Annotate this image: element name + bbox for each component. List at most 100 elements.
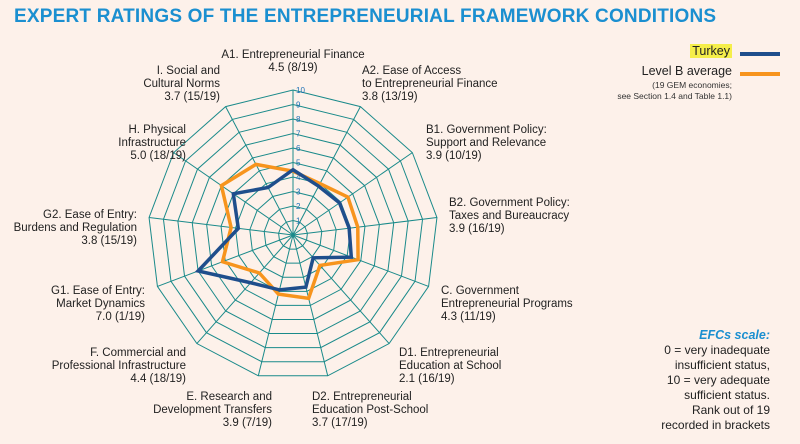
series-line-turkey [194,167,354,292]
axis-label-line: I. Social and [157,65,220,77]
axis-label-line: 4.5 (8/19) [268,62,317,74]
axis-label-line: A1. Entrepreneurial Finance [221,49,364,61]
legend-swatch-level-b [740,72,780,76]
axis-label-line: Burdens and Regulation [14,222,137,234]
axis-label-line: B1. Government Policy: [426,124,547,136]
axis-label-line: B2. Government Policy: [449,197,570,209]
axis-label: H. Physical Infrastructure 5.0 (18/19) [118,124,186,162]
r-tick-label: 9 [296,101,301,110]
axis-label-line: Market Dynamics [56,298,145,310]
grid-ring [263,205,323,264]
axis-label-line: 7.0 (1/19) [96,311,145,323]
r-tick-label: 2 [296,202,301,211]
grid-spoke [148,217,294,236]
r-tick-label: 8 [296,115,301,124]
axis-label-line: Entrepreneurial Programs [441,298,573,310]
axis-label-line: C. Government [441,285,520,297]
legend-label-level-b: Level B average [641,64,732,78]
scale-note-title: EFCs scale: [699,328,770,342]
axis-label-line: 2.1 (16/19) [399,373,455,385]
axis-label: G1. Ease of Entry: Market Dynamics 7.0 (1/… [51,285,145,323]
axis-label: B1. Government Policy: Support and Releva… [426,124,547,162]
scale-note-line: 0 = very inadequate [664,343,770,357]
axis-label: B2. Government Policy: Taxes and Bureaucr… [449,197,570,235]
axis-label-line: D1. Entrepreneurial [399,347,499,359]
axis-label-line: E. Research and [186,391,272,403]
axis-label: A1. Entrepreneurial Finance 4.5 (8/19) [221,49,364,74]
axis-label-line: Education at School [399,360,501,372]
axis-label-line: 4.3 (11/19) [441,311,496,323]
axis-label-line: 5.0 (18/19) [130,150,186,162]
r-tick-label: 3 [296,188,301,197]
axis-label: E. Research and Development Transfers 3.9 … [153,391,272,429]
axis-label-line: 3.9 (16/19) [449,223,505,235]
axis-label-line: Taxes and Bureaucracy [449,210,569,222]
axis-label-line: Infrastructure [118,137,186,149]
r-tick-label: 1 [296,217,301,226]
axis-label-line: 3.8 (13/19) [362,91,418,103]
scale-note-line: 10 = very adequate [666,373,770,387]
axis-label-line: 3.7 (15/19) [164,91,220,103]
grid-spoke [157,234,294,287]
legend-swatch-turkey [740,52,780,56]
axis-label-line: 3.9 (10/19) [426,150,482,162]
axis-label-line: F. Commercial and [90,347,186,359]
axis-label-line: 3.7 (17/19) [312,417,368,429]
r-tick-label: 6 [296,144,301,153]
grid-spoke [292,106,361,236]
axis-label-line: 3.9 (7/19) [223,417,272,429]
axis-label: C. Government Entrepreneurial Programs 4.3… [441,285,573,323]
legend-item-turkey[interactable]: Turkey [600,42,790,62]
axis-label: D1. Entrepreneurial Education at School 2.… [399,347,501,385]
grid-spoke [292,234,329,376]
legend-label-turkey: Turkey [690,44,732,58]
grid-spoke [292,152,413,236]
grid-spoke [292,234,390,344]
r-tick-label: 5 [296,159,301,168]
scale-note: EFCs scale: 0 = very inadequate insuffici… [590,328,770,433]
scale-note-line: insufficient status, [674,358,770,372]
axis-label: A2. Ease of Access to Entrepreneurial Fin… [362,65,498,103]
axis-label-line: Education Post-School [312,404,428,416]
grid-ring [206,147,380,320]
grid-spoke [257,234,294,376]
grid-ring [249,190,337,278]
grid-spoke [196,234,294,344]
axis-label-line: 4.4 (18/19) [130,373,186,385]
grid-ring [162,103,424,363]
axis-label-line: to Entrepreneurial Finance [362,78,498,90]
series-line-level-b [219,162,360,301]
legend: Turkey Level B average (19 GEM economies… [600,42,790,102]
chart-title: EXPERT RATINGS OF THE ENTREPRENEURIAL FR… [14,6,717,27]
scale-note-body: 0 = very inadequate insufficient status, 1… [590,343,770,433]
legend-note: (19 GEM economies; see Section 1.4 and Ta… [600,80,732,102]
grid-ring [148,89,438,377]
axis-label-line: H. Physical [128,124,186,136]
grid-ring [220,161,366,306]
axis-label-line: Cultural Norms [143,78,220,90]
scale-note-line: Rank out of 19 [691,403,770,417]
axis-label-line: Support and Relevance [426,137,546,149]
scale-note-line: recorded in brackets [661,418,770,432]
grid-spoke [292,234,429,287]
axis-label-line: D2. Entrepreneurial [312,391,412,403]
grid-ring [191,132,395,335]
axis-label-line: G2. Ease of Entry: [43,209,137,221]
legend-item-level-b[interactable]: Level B average [600,62,790,82]
axis-label: D2. Entrepreneurial Education Post-School… [312,391,428,429]
r-tick-label: 10 [296,86,305,95]
scale-note-line: sufficient status. [684,388,770,402]
grid-ring [177,118,409,349]
axis-label-line: Professional Infrastructure [52,360,186,372]
grid-ring [278,219,308,250]
grid-spoke [225,106,294,236]
axis-label-line: Development Transfers [153,404,272,416]
axis-label: I. Social and Cultural Norms 3.7 (15/19) [143,65,220,103]
axis-label: F. Commercial and Professional Infrastruc… [52,347,186,385]
axis-label: G2. Ease of Entry: Burdens and Regulation… [14,209,138,247]
axis-label-line: G1. Ease of Entry: [51,285,145,297]
axis-label-line: A2. Ease of Access [362,65,461,77]
r-tick-label: 4 [296,173,301,182]
axis-label-line: 3.8 (15/19) [81,235,137,247]
